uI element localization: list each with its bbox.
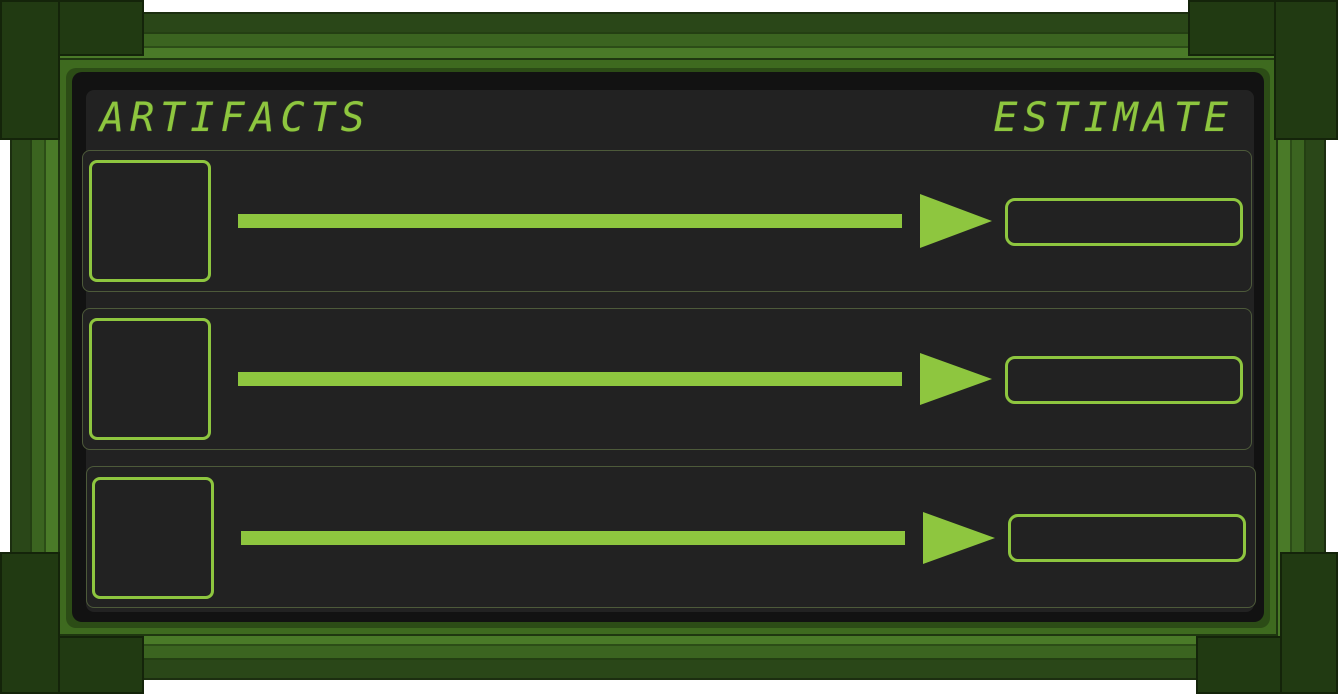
corner-bottom-left-leg [0,552,60,694]
artifacts-header: ARTIFACTS [100,95,371,141]
artifact-slot[interactable] [92,477,214,599]
estimate-header: ESTIMATE [993,95,1234,141]
arrow-right-icon [920,353,992,405]
estimate-field [1005,198,1243,246]
arrow-right-icon [920,194,992,248]
arrow-shaft [238,372,902,386]
artifact-slot[interactable] [89,318,211,440]
arrow-shaft [241,531,905,545]
arrow-shaft [238,214,902,228]
corner-top-right-leg [1274,0,1338,140]
corner-bottom-right-leg [1280,552,1338,694]
artifact-slot[interactable] [89,160,211,282]
arrow-right-icon [923,512,995,564]
corner-top-left-leg [0,0,60,140]
estimate-field [1008,514,1246,562]
estimate-field [1005,356,1243,404]
